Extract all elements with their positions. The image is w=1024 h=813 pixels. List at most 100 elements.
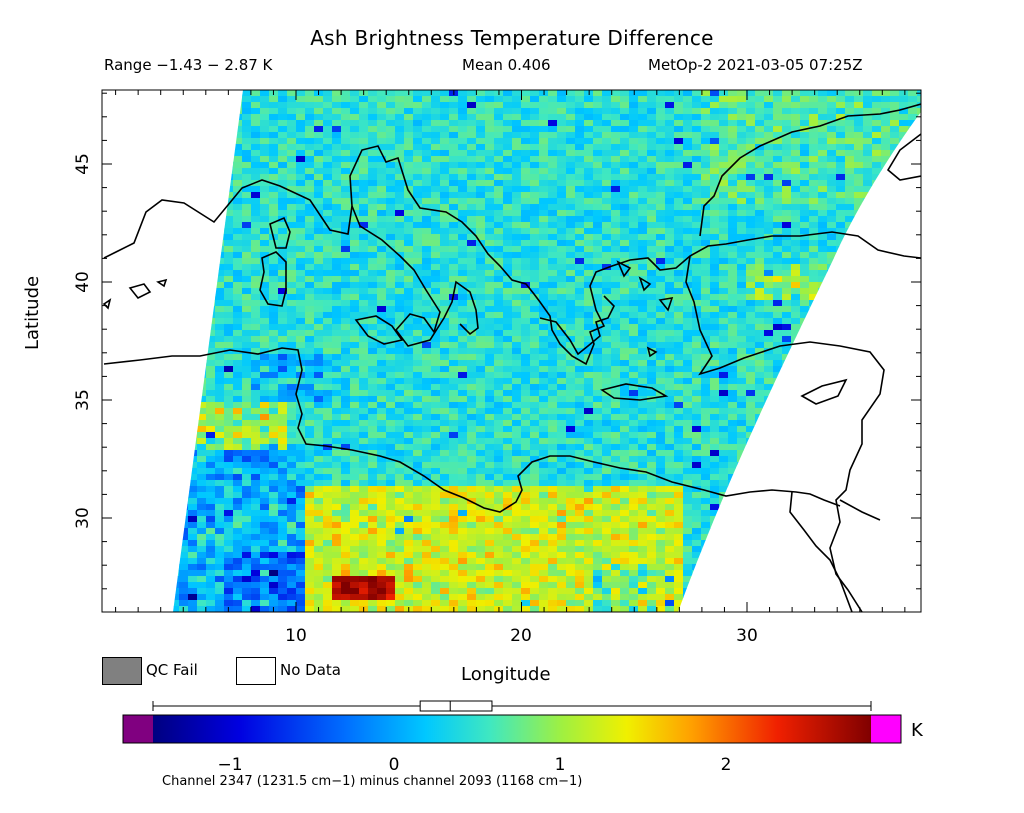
- swath-pixel: [845, 408, 855, 415]
- swath-pixel: [440, 198, 450, 205]
- swath-pixel: [746, 390, 756, 397]
- swath-pixel: [404, 294, 414, 301]
- swath-pixel: [836, 420, 846, 427]
- swath-pixel: [422, 402, 432, 409]
- swath-pixel: [368, 210, 378, 217]
- swath-pixel: [179, 276, 189, 283]
- swath-pixel: [746, 354, 756, 361]
- swath-pixel: [413, 324, 423, 331]
- swath-pixel: [557, 294, 567, 301]
- swath-pixel: [386, 258, 396, 265]
- swath-pixel: [575, 408, 585, 415]
- swath-pixel: [566, 318, 576, 325]
- swath-pixel: [206, 444, 216, 451]
- swath-pixel: [746, 366, 756, 373]
- swath-pixel: [287, 312, 297, 319]
- swath-pixel: [881, 240, 891, 247]
- swath-pixel: [755, 198, 765, 205]
- swath-pixel: [683, 108, 693, 115]
- swath-pixel: [773, 414, 783, 421]
- swath-pixel: [674, 360, 684, 367]
- swath-pixel: [512, 186, 522, 193]
- swath-pixel: [737, 288, 747, 295]
- swath-pixel: [719, 102, 729, 109]
- swath-pixel: [173, 204, 180, 211]
- swath-pixel: [269, 312, 279, 319]
- satellite-time-readout: MetOp-2 2021-03-05 07:25Z: [648, 56, 863, 74]
- swath-pixel: [359, 354, 369, 361]
- swath-pixel: [341, 222, 351, 229]
- swath-pixel: [881, 270, 891, 277]
- swath-pixel: [485, 360, 495, 367]
- swath-pixel: [656, 168, 666, 175]
- swath-pixel: [890, 354, 900, 361]
- swath-pixel: [764, 282, 774, 289]
- swath-pixel: [719, 324, 729, 331]
- swath-pixel: [314, 150, 324, 157]
- swath-pixel: [278, 402, 288, 409]
- swath-pixel: [728, 192, 738, 199]
- swath-pixel: [485, 276, 495, 283]
- swath-pixel: [188, 162, 198, 169]
- swath-pixel: [593, 402, 603, 409]
- swath-pixel: [539, 102, 549, 109]
- swath-pixel: [737, 408, 747, 415]
- swath-pixel: [890, 180, 900, 187]
- swath-pixel: [647, 282, 657, 289]
- swath-pixel: [359, 408, 369, 415]
- swath-pixel: [206, 360, 216, 367]
- swath-pixel: [368, 138, 378, 145]
- swath-pixel: [458, 336, 468, 343]
- swath-pixel: [413, 264, 423, 271]
- swath-pixel: [476, 96, 486, 103]
- swath-pixel: [593, 348, 603, 355]
- swath-pixel: [647, 234, 657, 241]
- swath-pixel: [350, 360, 360, 367]
- swath-pixel: [368, 204, 378, 211]
- swath-pixel: [512, 432, 522, 439]
- swath-pixel: [440, 426, 450, 433]
- swath-pixel: [818, 420, 828, 427]
- swath-pixel: [350, 342, 360, 349]
- swath-pixel: [251, 396, 261, 403]
- swath-pixel: [701, 348, 711, 355]
- swath-pixel: [467, 360, 477, 367]
- swath-pixel: [827, 390, 837, 397]
- swath-pixel: [701, 330, 711, 337]
- swath-pixel: [620, 372, 630, 379]
- swath-pixel: [413, 444, 423, 451]
- swath-pixel: [539, 180, 549, 187]
- swath-pixel: [179, 366, 189, 373]
- swath-pixel: [836, 270, 846, 277]
- swath-pixel: [503, 126, 513, 133]
- swath-pixel: [350, 390, 360, 397]
- swath-pixel: [557, 270, 567, 277]
- swath-pixel: [899, 378, 909, 385]
- swath-pixel: [737, 126, 747, 133]
- swath-pixel: [485, 270, 495, 277]
- swath-pixel: [233, 300, 243, 307]
- swath-pixel: [368, 90, 378, 97]
- swath-pixel: [809, 96, 819, 103]
- swath-pixel: [458, 420, 468, 427]
- swath-pixel: [827, 246, 837, 253]
- swath-pixel: [440, 384, 450, 391]
- swath-pixel: [323, 432, 333, 439]
- swath-pixel: [593, 354, 603, 361]
- swath-pixel: [566, 300, 576, 307]
- swath-pixel: [173, 102, 180, 109]
- swath-pixel: [269, 168, 279, 175]
- swath-pixel: [602, 90, 612, 97]
- swath-pixel: [899, 120, 909, 127]
- swath-pixel: [173, 246, 180, 253]
- swath-pixel: [863, 216, 873, 223]
- swath-pixel: [737, 222, 747, 229]
- swath-pixel: [773, 294, 783, 301]
- swath-pixel: [755, 360, 765, 367]
- swath-pixel: [512, 438, 522, 445]
- swath-pixel: [440, 300, 450, 307]
- swath-pixel: [890, 372, 900, 379]
- swath-pixel: [701, 432, 711, 439]
- swath-pixel: [557, 246, 567, 253]
- swath-pixel: [242, 372, 252, 379]
